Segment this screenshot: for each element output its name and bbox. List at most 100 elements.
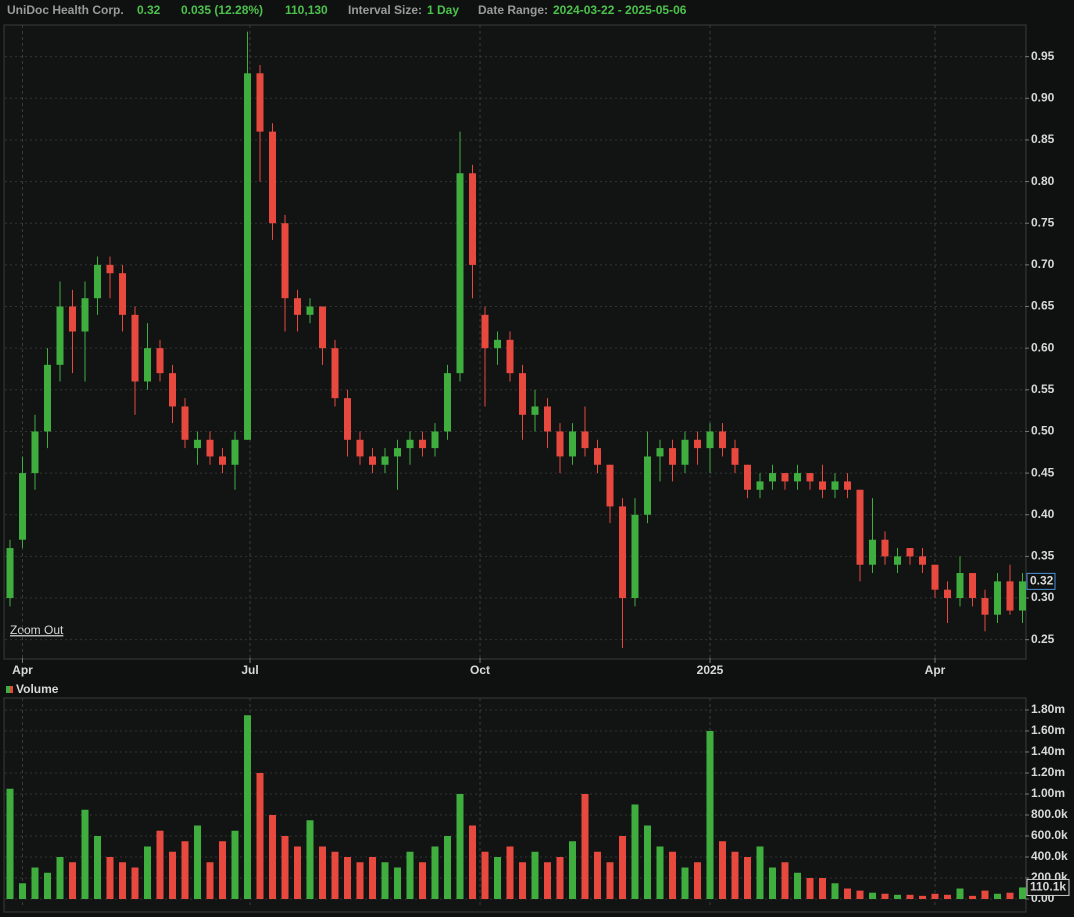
- candle-body: [544, 406, 551, 432]
- candle-body: [756, 481, 764, 490]
- volume-bar: [831, 883, 839, 900]
- candle-body: [206, 439, 214, 457]
- volume-bar: [306, 820, 314, 900]
- candle-body: [444, 373, 451, 432]
- volume-bar: [769, 867, 776, 900]
- volume-bar: [69, 862, 76, 900]
- volume-bar: [469, 825, 476, 900]
- volume-title: Volume: [16, 682, 59, 696]
- last-price-label: 0.32: [1030, 574, 1054, 588]
- y-tick-label: 0.45: [1031, 465, 1055, 479]
- y-tick-label: 0.95: [1031, 49, 1055, 63]
- range-value: 2024-03-22 - 2025-05-06: [553, 3, 687, 17]
- candle-body: [981, 598, 989, 615]
- candle-body: [669, 448, 676, 465]
- candle-body: [144, 348, 151, 382]
- volume-bar: [594, 851, 601, 900]
- x-tick-label: Apr: [925, 663, 946, 677]
- volume-bar: [394, 867, 401, 900]
- candle-body: [906, 548, 914, 557]
- volume-bar: [406, 851, 414, 900]
- volume-bar: [806, 878, 814, 900]
- candle-body: [356, 439, 364, 457]
- x-tick-label: Jul: [241, 663, 258, 677]
- volume-bar: [131, 867, 139, 900]
- volume-bar: [631, 804, 639, 900]
- volume-bar: [544, 862, 551, 900]
- volume-bar: [431, 846, 439, 900]
- volume-bar: [869, 892, 876, 900]
- interval-value: 1 Day: [427, 3, 459, 17]
- candle-body: [594, 448, 601, 465]
- candle-body: [644, 456, 651, 515]
- volume-bar: [294, 846, 301, 900]
- candle-body: [194, 439, 201, 449]
- y-tick-label: 1.40m: [1031, 744, 1065, 758]
- volume-bar: [456, 793, 464, 900]
- volume-bar: [931, 893, 939, 900]
- candle-body: [469, 173, 476, 265]
- candle-body: [694, 439, 701, 449]
- candle-body: [269, 131, 276, 224]
- volume-bar: [219, 841, 226, 900]
- candle-body: [319, 306, 326, 349]
- volume-bar: [956, 888, 964, 900]
- zoom-out[interactable]: Zoom Out: [10, 623, 64, 637]
- volume-bar: [669, 851, 676, 900]
- volume-bar: [944, 894, 951, 900]
- volume-bar: [419, 862, 426, 900]
- candle-body: [944, 589, 951, 599]
- volume-bar: [206, 862, 214, 900]
- volume-bar: [181, 841, 189, 900]
- candle-body: [731, 448, 739, 465]
- y-tick-label: 0.35: [1031, 549, 1055, 563]
- volume-bar: [144, 846, 151, 900]
- candle-body: [994, 581, 1001, 615]
- y-tick-label: 0.25: [1031, 632, 1055, 646]
- candle-body: [869, 539, 876, 565]
- volume-bar: [356, 862, 364, 900]
- volume-bar: [644, 825, 651, 900]
- volume-bar: [1006, 892, 1014, 900]
- volume-bar: [81, 809, 89, 900]
- candle-body: [606, 464, 614, 507]
- candle-body: [819, 481, 826, 490]
- candle-body: [344, 398, 351, 440]
- header-volume: 110,130: [285, 3, 328, 17]
- candle-body: [831, 481, 839, 490]
- volume-bar: [1019, 887, 1026, 900]
- volume-bar: [369, 857, 376, 900]
- candle-body: [19, 473, 26, 540]
- y-tick-label: 0.75: [1031, 215, 1055, 229]
- header-price: 0.32: [137, 3, 161, 17]
- candle-body: [44, 364, 51, 432]
- volume-bar: [856, 890, 864, 900]
- volume-bar: [31, 867, 39, 900]
- price-panel: [3, 24, 1027, 660]
- candle-body: [844, 481, 851, 490]
- candle-body: [119, 273, 126, 315]
- candle-body: [769, 473, 776, 482]
- y-tick-label: 1.80m: [1031, 702, 1065, 716]
- candle-body: [106, 264, 114, 274]
- volume-bar: [756, 846, 764, 900]
- candle-body: [956, 573, 964, 599]
- candle-body: [1006, 581, 1014, 611]
- candle-body: [581, 431, 589, 449]
- candle-body: [619, 506, 626, 599]
- volume-bar: [694, 862, 701, 900]
- y-tick-label: 800.0k: [1031, 807, 1068, 821]
- candle-body: [31, 431, 39, 474]
- volume-bar: [656, 846, 664, 900]
- y-tick-label: 0.55: [1031, 382, 1055, 396]
- header-change: 0.035 (12.28%): [181, 3, 263, 17]
- volume-legend-swatch: [6, 686, 10, 693]
- y-tick-label: 0.65: [1031, 299, 1055, 313]
- candle-body: [969, 573, 976, 599]
- candle-body: [494, 339, 501, 349]
- volume-bar: [581, 793, 589, 900]
- volume-bar: [44, 872, 51, 900]
- volume-bar: [881, 893, 889, 900]
- volume-bar: [681, 867, 689, 900]
- volume-bar: [256, 772, 264, 900]
